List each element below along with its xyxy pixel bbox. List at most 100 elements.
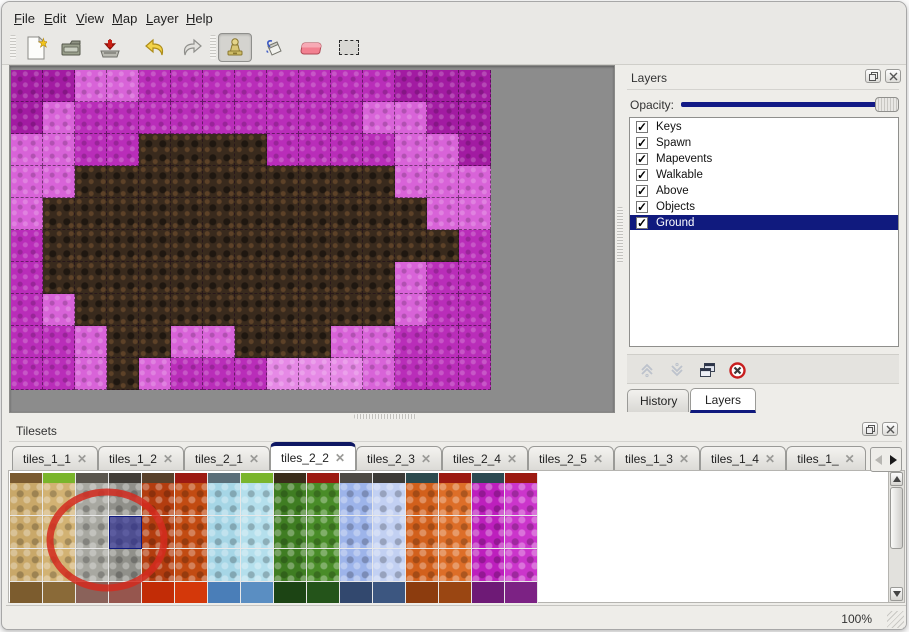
map-tile[interactable] [395, 102, 427, 134]
tileset-fringe-tile[interactable] [208, 582, 241, 603]
map-tile[interactable] [203, 70, 235, 102]
scroll-tabs-right-button[interactable] [886, 448, 901, 471]
map-tile[interactable] [459, 166, 491, 198]
scroll-down-button[interactable] [890, 587, 903, 601]
tileset-fringe-tile[interactable] [406, 582, 439, 603]
map-tile[interactable] [43, 294, 75, 326]
tileset-cap-tile[interactable] [439, 473, 472, 483]
tab-close-icon[interactable]: ✕ [678, 451, 690, 466]
tab-layers[interactable]: Layers [690, 388, 756, 413]
map-tile-grid[interactable] [11, 70, 491, 390]
map-tile[interactable] [395, 166, 427, 198]
map-tile[interactable] [75, 230, 107, 262]
tileset-cap-tile[interactable] [274, 473, 307, 483]
tileset-tile[interactable] [76, 549, 109, 582]
tileset-tile[interactable] [142, 516, 175, 549]
vertical-splitter-handle[interactable] [617, 207, 623, 263]
tileset-tile[interactable] [175, 483, 208, 516]
map-tile[interactable] [235, 326, 267, 358]
tileset-tile[interactable] [43, 516, 76, 549]
tileset-fringe-tile[interactable] [43, 582, 76, 603]
stamp-tool-button[interactable] [218, 33, 252, 62]
layers-panel-float-button[interactable] [865, 69, 881, 83]
opacity-slider[interactable] [681, 96, 899, 113]
map-tile[interactable] [139, 230, 171, 262]
tileset-tile[interactable] [340, 549, 373, 582]
map-tile[interactable] [363, 198, 395, 230]
tileset-tab-tiles_2_2[interactable]: tiles_2_2 ✕ [270, 442, 356, 471]
eraser-tool-button[interactable] [294, 33, 328, 62]
tileset-tile[interactable] [10, 516, 43, 549]
tileset-tile[interactable] [274, 483, 307, 516]
layer-visibility-checkbox[interactable]: ✓ [636, 215, 648, 230]
map-tile[interactable] [235, 166, 267, 198]
map-tile[interactable] [107, 358, 139, 390]
map-tile[interactable] [203, 102, 235, 134]
new-map-button[interactable]: ★ [19, 33, 53, 62]
tileset-tile[interactable] [175, 516, 208, 549]
menu-help[interactable]: Help [186, 11, 213, 26]
tileset-tile[interactable] [505, 549, 538, 582]
tileset-tile[interactable] [43, 483, 76, 516]
tileset-tile[interactable] [109, 549, 142, 582]
map-tile[interactable] [395, 326, 427, 358]
tilesets-panel-float-button[interactable] [862, 422, 878, 436]
map-tile[interactable] [139, 262, 171, 294]
map-tile[interactable] [427, 102, 459, 134]
map-tile[interactable] [139, 198, 171, 230]
map-tile[interactable] [363, 294, 395, 326]
scrollbar-thumb[interactable] [890, 487, 903, 549]
layer-visibility-checkbox[interactable]: ✓ [636, 151, 648, 166]
tileset-tile[interactable] [472, 549, 505, 582]
map-tile[interactable] [331, 262, 363, 294]
tileset-tab-tiles_1_2[interactable]: tiles_1_2 ✕ [98, 446, 184, 471]
map-tile[interactable] [139, 166, 171, 198]
tileset-tab-tiles_2_1[interactable]: tiles_2_1 ✕ [184, 446, 270, 471]
opacity-slider-handle[interactable] [875, 97, 899, 112]
layers-panel-close-button[interactable] [885, 69, 901, 83]
tileset-cap-tile[interactable] [406, 473, 439, 483]
layer-visibility-checkbox[interactable]: ✓ [636, 199, 648, 214]
redo-button[interactable] [175, 33, 209, 62]
map-tile[interactable] [427, 262, 459, 294]
map-tile[interactable] [267, 198, 299, 230]
tileset-cap-tile[interactable] [175, 473, 208, 483]
map-tile[interactable] [267, 262, 299, 294]
map-tile[interactable] [235, 102, 267, 134]
map-tile[interactable] [459, 70, 491, 102]
map-tile[interactable] [363, 102, 395, 134]
scroll-up-button[interactable] [890, 472, 903, 486]
map-tile[interactable] [107, 70, 139, 102]
layer-row[interactable]: ✓ Spawn [630, 135, 898, 150]
map-tile[interactable] [235, 70, 267, 102]
map-tile[interactable] [299, 198, 331, 230]
map-tile[interactable] [267, 134, 299, 166]
map-tile[interactable] [139, 326, 171, 358]
tab-close-icon[interactable]: ✕ [592, 451, 604, 466]
map-tile[interactable] [363, 230, 395, 262]
map-tile[interactable] [331, 102, 363, 134]
tileset-cap-tile[interactable] [76, 473, 109, 483]
undo-button[interactable] [138, 33, 172, 62]
map-tile[interactable] [235, 358, 267, 390]
tileset-tile[interactable] [142, 483, 175, 516]
tileset-fringe-tile[interactable] [373, 582, 406, 603]
tileset-tile[interactable] [472, 516, 505, 549]
map-tile[interactable] [139, 358, 171, 390]
horizontal-splitter-handle[interactable] [354, 414, 416, 419]
tileset-tile[interactable] [373, 549, 406, 582]
map-tile[interactable] [331, 358, 363, 390]
map-tile[interactable] [171, 102, 203, 134]
tileset-tile[interactable] [274, 549, 307, 582]
map-tile[interactable] [11, 326, 43, 358]
tileset-tile[interactable] [439, 549, 472, 582]
map-tile[interactable] [171, 358, 203, 390]
map-tile[interactable] [43, 102, 75, 134]
tab-close-icon[interactable]: ✕ [420, 451, 432, 466]
map-canvas[interactable] [9, 65, 615, 413]
map-tile[interactable] [75, 70, 107, 102]
tileset-tile[interactable] [208, 549, 241, 582]
tileset-tile[interactable] [505, 483, 538, 516]
map-tile[interactable] [43, 326, 75, 358]
map-tile[interactable] [267, 358, 299, 390]
